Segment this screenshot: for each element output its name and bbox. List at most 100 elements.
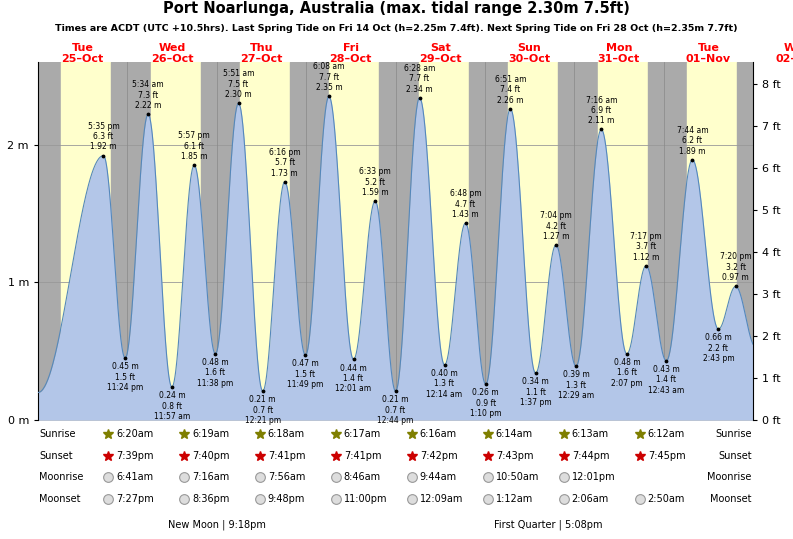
Bar xyxy=(508,62,558,420)
Text: 0.40 m
1.3 ft
12:14 am: 0.40 m 1.3 ft 12:14 am xyxy=(427,369,462,399)
Bar xyxy=(379,62,396,420)
Text: 0.34 m
1.1 ft
1:37 pm: 0.34 m 1.1 ft 1:37 pm xyxy=(519,377,551,407)
Text: 11:00pm: 11:00pm xyxy=(344,494,387,503)
Text: Port Noarlunga, Australia (max. tidal range 2.30m 7.5ft): Port Noarlunga, Australia (max. tidal ra… xyxy=(163,2,630,17)
Text: 30–Oct: 30–Oct xyxy=(508,54,550,64)
Text: Times are ACDT (UTC +10.5hrs). Last Spring Tide on Fri 14 Oct (h=2.25m 7.4ft). N: Times are ACDT (UTC +10.5hrs). Last Spri… xyxy=(56,24,737,33)
Text: 0.21 m
0.7 ft
12:44 pm: 0.21 m 0.7 ft 12:44 pm xyxy=(377,395,414,425)
Text: 1:12am: 1:12am xyxy=(496,494,533,503)
Text: 0.48 m
1.6 ft
11:38 pm: 0.48 m 1.6 ft 11:38 pm xyxy=(197,358,233,388)
Bar xyxy=(558,62,574,420)
Bar xyxy=(216,62,240,420)
Text: 8:36pm: 8:36pm xyxy=(192,494,229,503)
Text: 02–Nov: 02–Nov xyxy=(775,54,793,64)
Text: 7:44 am
6.2 ft
1.89 m: 7:44 am 6.2 ft 1.89 m xyxy=(676,126,708,156)
Text: Moonset: Moonset xyxy=(40,494,81,503)
Text: 12:01pm: 12:01pm xyxy=(572,472,615,482)
Text: 6:51 am
7.4 ft
2.26 m: 6:51 am 7.4 ft 2.26 m xyxy=(495,75,526,105)
Text: 7:41pm: 7:41pm xyxy=(344,451,381,461)
Bar xyxy=(687,62,737,420)
Text: 6:13am: 6:13am xyxy=(572,429,609,439)
Text: First Quarter | 5:08pm: First Quarter | 5:08pm xyxy=(494,520,603,530)
Text: Sunrise: Sunrise xyxy=(715,429,752,439)
Text: 7:42pm: 7:42pm xyxy=(419,451,458,461)
Text: 7:39pm: 7:39pm xyxy=(116,451,153,461)
Bar xyxy=(240,62,290,420)
Text: Wed: Wed xyxy=(784,43,793,53)
Text: Moonrise: Moonrise xyxy=(40,472,84,482)
Bar xyxy=(648,62,664,420)
Text: Fri: Fri xyxy=(343,43,358,53)
Text: 01–Nov: 01–Nov xyxy=(686,54,731,64)
Text: 6:14am: 6:14am xyxy=(496,429,533,439)
Text: 6:33 pm
5.2 ft
1.59 m: 6:33 pm 5.2 ft 1.59 m xyxy=(359,167,391,197)
Text: 0.24 m
0.8 ft
11:57 am: 0.24 m 0.8 ft 11:57 am xyxy=(154,391,190,421)
Text: 7:56am: 7:56am xyxy=(268,472,305,482)
Text: 8:46am: 8:46am xyxy=(344,472,381,482)
Text: 7:20 pm
3.2 ft
0.97 m: 7:20 pm 3.2 ft 0.97 m xyxy=(720,252,752,282)
Text: 12:09am: 12:09am xyxy=(419,494,463,503)
Text: 5:57 pm
6.1 ft
1.85 m: 5:57 pm 6.1 ft 1.85 m xyxy=(178,132,210,161)
Text: 7:17 pm
3.7 ft
1.12 m: 7:17 pm 3.7 ft 1.12 m xyxy=(630,232,662,261)
Text: 5:34 am
7.3 ft
2.22 m: 5:34 am 7.3 ft 2.22 m xyxy=(132,80,164,110)
Text: 2:50am: 2:50am xyxy=(648,494,685,503)
Text: 6:48 pm
4.7 ft
1.43 m: 6:48 pm 4.7 ft 1.43 m xyxy=(450,189,481,219)
Text: Thu: Thu xyxy=(250,43,273,53)
Text: 5:35 pm
6.3 ft
1.92 m: 5:35 pm 6.3 ft 1.92 m xyxy=(87,122,119,151)
Text: 28–Oct: 28–Oct xyxy=(330,54,372,64)
Bar xyxy=(469,62,485,420)
Text: 6:18am: 6:18am xyxy=(268,429,305,439)
Bar xyxy=(151,62,201,420)
Bar xyxy=(111,62,128,420)
Text: 0.43 m
1.4 ft
12:43 am: 0.43 m 1.4 ft 12:43 am xyxy=(648,365,684,395)
Text: 6:19am: 6:19am xyxy=(192,429,229,439)
Bar xyxy=(737,62,753,420)
Text: 25–Oct: 25–Oct xyxy=(62,54,104,64)
Text: 0.44 m
1.4 ft
12:01 am: 0.44 m 1.4 ft 12:01 am xyxy=(335,364,372,393)
Text: 0.47 m
1.5 ft
11:49 pm: 0.47 m 1.5 ft 11:49 pm xyxy=(287,360,324,389)
Text: 7:44pm: 7:44pm xyxy=(572,451,609,461)
Text: Mon: Mon xyxy=(606,43,632,53)
Text: 27–Oct: 27–Oct xyxy=(240,54,282,64)
Text: 29–Oct: 29–Oct xyxy=(419,54,462,64)
Text: 6:41am: 6:41am xyxy=(116,472,153,482)
Text: 6:28 am
7.7 ft
2.34 m: 6:28 am 7.7 ft 2.34 m xyxy=(404,64,435,94)
Text: 0.21 m
0.7 ft
12:21 pm: 0.21 m 0.7 ft 12:21 pm xyxy=(245,395,281,425)
Text: 6:08 am
7.7 ft
2.35 m: 6:08 am 7.7 ft 2.35 m xyxy=(313,63,345,92)
Text: Sunset: Sunset xyxy=(718,451,752,461)
Bar xyxy=(306,62,329,420)
Text: 7:40pm: 7:40pm xyxy=(192,451,229,461)
Text: 7:41pm: 7:41pm xyxy=(268,451,305,461)
Bar xyxy=(61,62,111,420)
Text: Moonset: Moonset xyxy=(710,494,752,503)
Bar xyxy=(329,62,379,420)
Bar xyxy=(574,62,597,420)
Text: Wed: Wed xyxy=(159,43,186,53)
Text: Tue: Tue xyxy=(71,43,94,53)
Text: Sun: Sun xyxy=(518,43,542,53)
Text: 0.39 m
1.3 ft
12:29 am: 0.39 m 1.3 ft 12:29 am xyxy=(558,370,594,400)
Text: 9:48pm: 9:48pm xyxy=(268,494,305,503)
Bar xyxy=(485,62,508,420)
Text: 0.26 m
0.9 ft
1:10 pm: 0.26 m 0.9 ft 1:10 pm xyxy=(470,389,501,418)
Text: 9:44am: 9:44am xyxy=(419,472,457,482)
Bar xyxy=(201,62,216,420)
Text: 31–Oct: 31–Oct xyxy=(598,54,640,64)
Text: 2:06am: 2:06am xyxy=(572,494,609,503)
Bar xyxy=(396,62,419,420)
Bar xyxy=(664,62,687,420)
Text: 26–Oct: 26–Oct xyxy=(151,54,193,64)
Text: 7:27pm: 7:27pm xyxy=(116,494,154,503)
Text: 7:45pm: 7:45pm xyxy=(648,451,685,461)
Text: Sunrise: Sunrise xyxy=(40,429,76,439)
Bar xyxy=(290,62,306,420)
Text: 7:04 pm
4.2 ft
1.27 m: 7:04 pm 4.2 ft 1.27 m xyxy=(540,211,572,241)
Bar xyxy=(38,62,61,420)
Text: 5:51 am
7.5 ft
2.30 m: 5:51 am 7.5 ft 2.30 m xyxy=(223,70,255,99)
Text: 7:43pm: 7:43pm xyxy=(496,451,533,461)
Text: 0.45 m
1.5 ft
11:24 pm: 0.45 m 1.5 ft 11:24 pm xyxy=(107,362,144,392)
Bar xyxy=(419,62,469,420)
Text: 7:16 am
6.9 ft
2.11 m: 7:16 am 6.9 ft 2.11 m xyxy=(585,95,617,125)
Text: 6:12am: 6:12am xyxy=(648,429,685,439)
Text: 7:16am: 7:16am xyxy=(192,472,229,482)
